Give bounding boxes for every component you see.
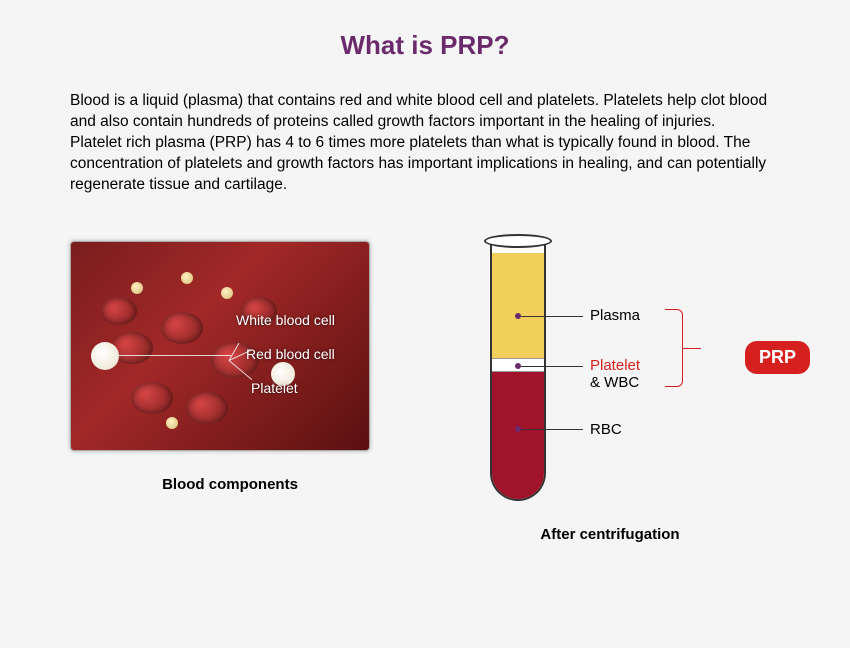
- platelet-icon: [131, 282, 143, 294]
- figures-row: White blood cell Red blood cell Platelet…: [70, 241, 780, 543]
- centrifugation-caption: After centrifugation: [440, 526, 780, 543]
- label-rbc: RBC: [590, 421, 622, 438]
- platelet-icon: [166, 417, 178, 429]
- centrifugation-figure: Plasma Platelet & WBC RBC PRP After cent…: [440, 241, 780, 543]
- leader-line: [521, 366, 583, 367]
- leader-line: [683, 348, 701, 349]
- blood-components-caption: Blood components: [70, 476, 390, 493]
- leader-line: [116, 355, 231, 356]
- plasma-layer: [492, 253, 544, 358]
- label-wbc-sub: & WBC: [590, 374, 639, 391]
- label-plasma: Plasma: [590, 307, 640, 324]
- leader-line: [521, 429, 583, 430]
- white-blood-cell-icon: [91, 342, 119, 370]
- page-title: What is PRP?: [70, 30, 780, 61]
- tube-icon: [490, 241, 546, 501]
- leader-line: [521, 316, 583, 317]
- label-platelet-word: Platelet: [590, 357, 640, 374]
- red-blood-cell-icon: [186, 392, 228, 424]
- prp-bracket: [665, 309, 683, 387]
- label-platelet: Platelet & WBC: [590, 357, 640, 391]
- label-white-blood-cell: White blood cell: [236, 312, 335, 328]
- label-platelet: Platelet: [251, 380, 298, 396]
- blood-components-image: White blood cell Red blood cell Platelet: [70, 241, 370, 451]
- red-blood-cell-icon: [131, 382, 173, 414]
- platelet-icon: [181, 272, 193, 284]
- intro-paragraph: Blood is a liquid (plasma) that contains…: [70, 91, 780, 196]
- rbc-layer: [492, 372, 544, 499]
- platelet-icon: [221, 287, 233, 299]
- red-blood-cell-icon: [101, 297, 137, 325]
- prp-badge: PRP: [745, 341, 810, 374]
- label-red-blood-cell: Red blood cell: [246, 346, 335, 362]
- blood-components-figure: White blood cell Red blood cell Platelet…: [70, 241, 390, 493]
- test-tube-diagram: Plasma Platelet & WBC RBC PRP: [440, 241, 780, 521]
- tube-rim-icon: [484, 234, 552, 248]
- red-blood-cell-icon: [161, 312, 203, 344]
